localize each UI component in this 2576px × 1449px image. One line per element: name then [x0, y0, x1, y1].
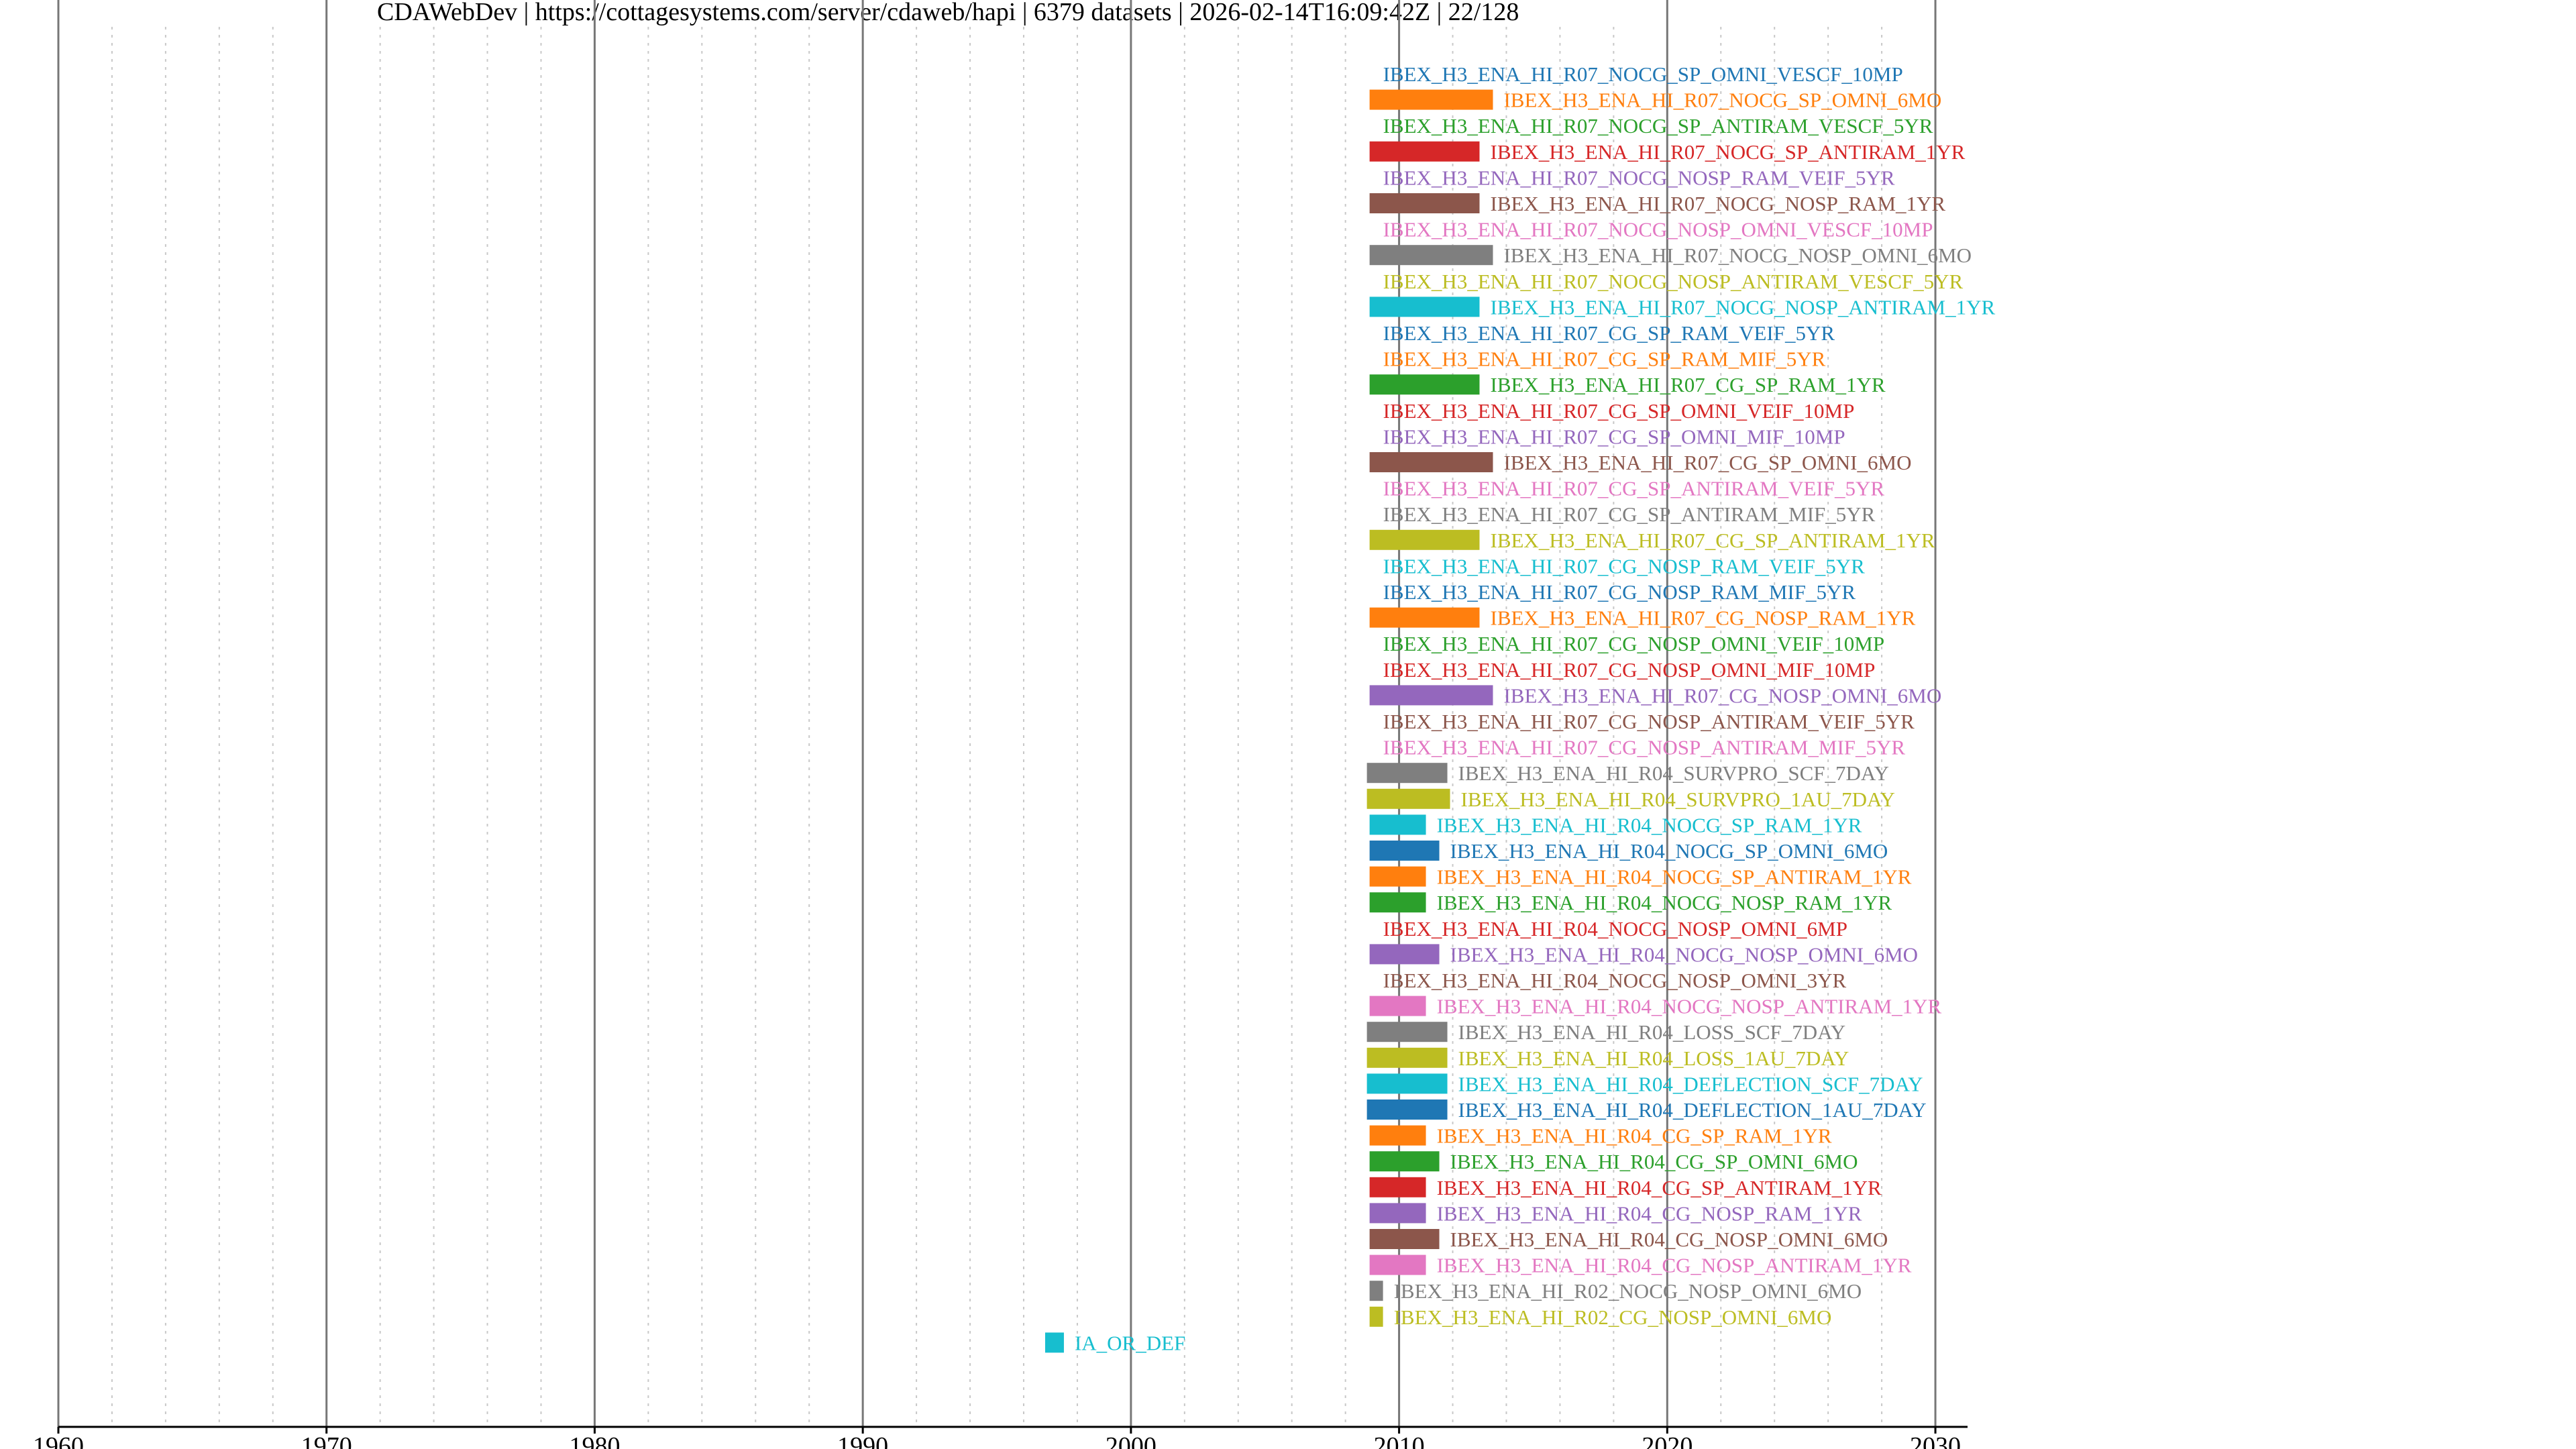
- timeline-bar: [1369, 193, 1480, 213]
- timeline-bar: [1366, 1099, 1448, 1120]
- bar-label: IBEX_H3_ENA_HI_R07_CG_NOSP_ANTIRAM_VEIF_…: [1383, 710, 1915, 733]
- x-axis: 1960 1970 1980 1990 2000 2010 2020 2030: [33, 1426, 1968, 1449]
- bar-label: IBEX_H3_ENA_HI_R07_CG_SP_ANTIRAM_1YR: [1491, 529, 1935, 552]
- bar-label: IBEX_H3_ENA_HI_R04_CG_SP_RAM_1YR: [1437, 1124, 1832, 1148]
- timeline-bar: [1369, 607, 1480, 628]
- timeline-bar: [1369, 245, 1493, 266]
- bar-label: IBEX_H3_ENA_HI_R04_DEFLECTION_1AU_7DAY: [1458, 1098, 1927, 1122]
- bar-label: IBEX_H3_ENA_HI_R04_NOCG_NOSP_OMNI_3YR: [1383, 969, 1847, 992]
- timeline-bar: [1366, 763, 1448, 784]
- bar-label: IBEX_H3_ENA_HI_R07_NOCG_NOSP_OMNI_6MO: [1503, 244, 1972, 267]
- bar-label: IBEX_H3_ENA_HI_R07_CG_SP_ANTIRAM_MIF_5YR: [1383, 502, 1876, 526]
- bar-label: IBEX_H3_ENA_HI_R04_CG_NOSP_RAM_1YR: [1437, 1201, 1862, 1225]
- bar-label: IBEX_H3_ENA_HI_R07_NOCG_NOSP_ANTIRAM_VES…: [1383, 270, 1964, 293]
- timeline-bar: [1366, 1022, 1448, 1042]
- bar-label: IBEX_H3_ENA_HI_R04_NOCG_NOSP_OMNI_6MP: [1383, 917, 1847, 941]
- x-tick-label: 1980: [569, 1432, 620, 1449]
- bar-label: IBEX_H3_ENA_HI_R04_NOCG_SP_OMNI_6MO: [1450, 839, 1888, 863]
- bar-label: IBEX_H3_ENA_HI_R07_NOCG_NOSP_ANTIRAM_1YR: [1491, 295, 1996, 319]
- bar-label: IBEX_H3_ENA_HI_R04_NOCG_SP_ANTIRAM_1YR: [1437, 865, 1912, 889]
- x-tick-label: 1990: [837, 1432, 888, 1449]
- x-tick-label: 2030: [1910, 1432, 1961, 1449]
- timeline-bar: [1369, 529, 1480, 550]
- bar-label: IBEX_H3_ENA_HI_R07_NOCG_SP_OMNI_6MO: [1503, 89, 1941, 112]
- bar-label: IBEX_H3_ENA_HI_R07_CG_NOSP_RAM_1YR: [1491, 606, 1916, 630]
- timeline-bar: [1369, 1125, 1426, 1146]
- timeline-bar: [1369, 944, 1440, 965]
- grid-layer: [57, 0, 1937, 1427]
- bar-label: IBEX_H3_ENA_HI_R07_CG_SP_OMNI_VEIF_10MP: [1383, 399, 1855, 423]
- bar-label: IBEX_H3_ENA_HI_R07_CG_SP_RAM_VEIF_5YR: [1383, 321, 1835, 345]
- timeline-bar: [1369, 297, 1480, 317]
- bar-label: IBEX_H3_ENA_HI_R04_CG_NOSP_OMNI_6MO: [1450, 1228, 1888, 1251]
- timeline-bar: [1369, 1306, 1383, 1327]
- x-tick-label: 2010: [1374, 1432, 1425, 1449]
- bar-label: IBEX_H3_ENA_HI_R07_CG_NOSP_OMNI_VEIF_10M…: [1383, 632, 1884, 655]
- bar-label: IBEX_H3_ENA_HI_R02_CG_NOSP_OMNI_6MO: [1394, 1305, 1832, 1329]
- bar-label: IBEX_H3_ENA_HI_R07_CG_NOSP_OMNI_6MO: [1503, 684, 1941, 707]
- x-tick-label: 1960: [33, 1432, 84, 1449]
- x-tick-label: 2020: [1642, 1432, 1693, 1449]
- bar-label: IBEX_H3_ENA_HI_R04_NOCG_SP_RAM_1YR: [1437, 813, 1862, 837]
- bar-label: IBEX_H3_ENA_HI_R07_NOCG_SP_OMNI_VESCF_10…: [1383, 62, 1903, 86]
- x-tick-label: 1970: [301, 1432, 352, 1449]
- bar-label: IBEX_H3_ENA_HI_R07_CG_NOSP_OMNI_MIF_10MP: [1383, 658, 1876, 682]
- bar-label: IBEX_H3_ENA_HI_R07_CG_SP_RAM_1YR: [1491, 373, 1886, 396]
- bar-label: IBEX_H3_ENA_HI_R04_DEFLECTION_SCF_7DAY: [1458, 1072, 1923, 1095]
- page-title: CDAWebDev | https://cottagesystems.com/s…: [377, 0, 1519, 26]
- timeline-bar: [1369, 1254, 1426, 1275]
- bar-label: IBEX_H3_ENA_HI_R04_LOSS_1AU_7DAY: [1458, 1046, 1849, 1070]
- bar-label: IBEX_H3_ENA_HI_R07_CG_SP_RAM_MIF_5YR: [1383, 347, 1826, 371]
- timeline-bar: [1366, 788, 1450, 809]
- timeline-bar: [1369, 866, 1426, 887]
- bar-label: IBEX_H3_ENA_HI_R07_CG_SP_OMNI_6MO: [1503, 451, 1911, 474]
- bar-label: IBEX_H3_ENA_HI_R04_SURVPRO_1AU_7DAY: [1461, 788, 1895, 811]
- bar-label: IBEX_H3_ENA_HI_R04_NOCG_NOSP_ANTIRAM_1YR: [1437, 995, 1942, 1018]
- bar-label: IBEX_H3_ENA_HI_R07_CG_SP_ANTIRAM_VEIF_5Y…: [1383, 477, 1885, 500]
- bar-label: IBEX_H3_ENA_HI_R07_NOCG_SP_ANTIRAM_1YR: [1491, 140, 1966, 164]
- bar-label: IBEX_H3_ENA_HI_R04_CG_SP_OMNI_6MO: [1450, 1150, 1858, 1173]
- timeline-bar: [1369, 685, 1493, 706]
- timeline-bar: [1369, 1151, 1440, 1172]
- timeline-bar: [1366, 1047, 1448, 1068]
- timeline-bar: [1369, 89, 1493, 110]
- bar-label: IBEX_H3_ENA_HI_R07_CG_NOSP_ANTIRAM_MIF_5…: [1383, 736, 1906, 759]
- timeline-bar: [1369, 892, 1426, 913]
- bars-layer: IBEX_H3_ENA_HI_R07_NOCG_SP_OMNI_VESCF_10…: [1044, 62, 1996, 1354]
- bar-label: IBEX_H3_ENA_HI_R04_NOCG_NOSP_OMNI_6MO: [1450, 943, 1919, 966]
- bar-label: IBEX_H3_ENA_HI_R07_CG_NOSP_RAM_VEIF_5YR: [1383, 554, 1866, 578]
- bar-label: IBEX_H3_ENA_HI_R04_SURVPRO_SCF_7DAY: [1458, 761, 1889, 785]
- timeline-bar: [1369, 1177, 1426, 1197]
- bar-label: IBEX_H3_ENA_HI_R02_NOCG_NOSP_OMNI_6MO: [1394, 1279, 1862, 1303]
- bar-label: IBEX_H3_ENA_HI_R04_CG_NOSP_ANTIRAM_1YR: [1437, 1254, 1912, 1277]
- timeline-bar: [1369, 452, 1493, 472]
- bar-label: IBEX_H3_ENA_HI_R07_CG_SP_OMNI_MIF_10MP: [1383, 425, 1845, 448]
- bar-label: IBEX_H3_ENA_HI_R07_CG_NOSP_RAM_MIF_5YR: [1383, 580, 1856, 604]
- timeline-bar: [1369, 1203, 1426, 1224]
- bar-label: IBEX_H3_ENA_HI_R04_CG_SP_ANTIRAM_1YR: [1437, 1176, 1882, 1199]
- bar-label: IBEX_H3_ENA_HI_R07_NOCG_SP_ANTIRAM_VESCF…: [1383, 114, 1933, 138]
- bar-label: IBEX_H3_ENA_HI_R04_NOCG_NOSP_RAM_1YR: [1437, 891, 1892, 914]
- timeline-bar: [1369, 841, 1440, 861]
- bar-label: IA_OR_DEF: [1075, 1331, 1185, 1354]
- timeline-bar: [1369, 374, 1480, 395]
- timeline-bar: [1369, 141, 1480, 162]
- timeline-bar: [1044, 1332, 1064, 1353]
- bar-label: IBEX_H3_ENA_HI_R07_NOCG_NOSP_OMNI_VESCF_…: [1383, 218, 1933, 241]
- x-tick-label: 2000: [1106, 1432, 1157, 1449]
- timeline-bar: [1369, 1229, 1440, 1249]
- timeline-bar: [1369, 996, 1426, 1016]
- timeline-bar: [1366, 1073, 1448, 1094]
- bar-label: IBEX_H3_ENA_HI_R07_NOCG_NOSP_RAM_1YR: [1491, 192, 1946, 215]
- timeline-bar: [1369, 814, 1426, 835]
- timeline-bar: [1369, 1281, 1383, 1301]
- bar-label: IBEX_H3_ENA_HI_R04_LOSS_SCF_7DAY: [1458, 1020, 1846, 1044]
- bar-label: IBEX_H3_ENA_HI_R07_NOCG_NOSP_RAM_VEIF_5Y…: [1383, 166, 1895, 189]
